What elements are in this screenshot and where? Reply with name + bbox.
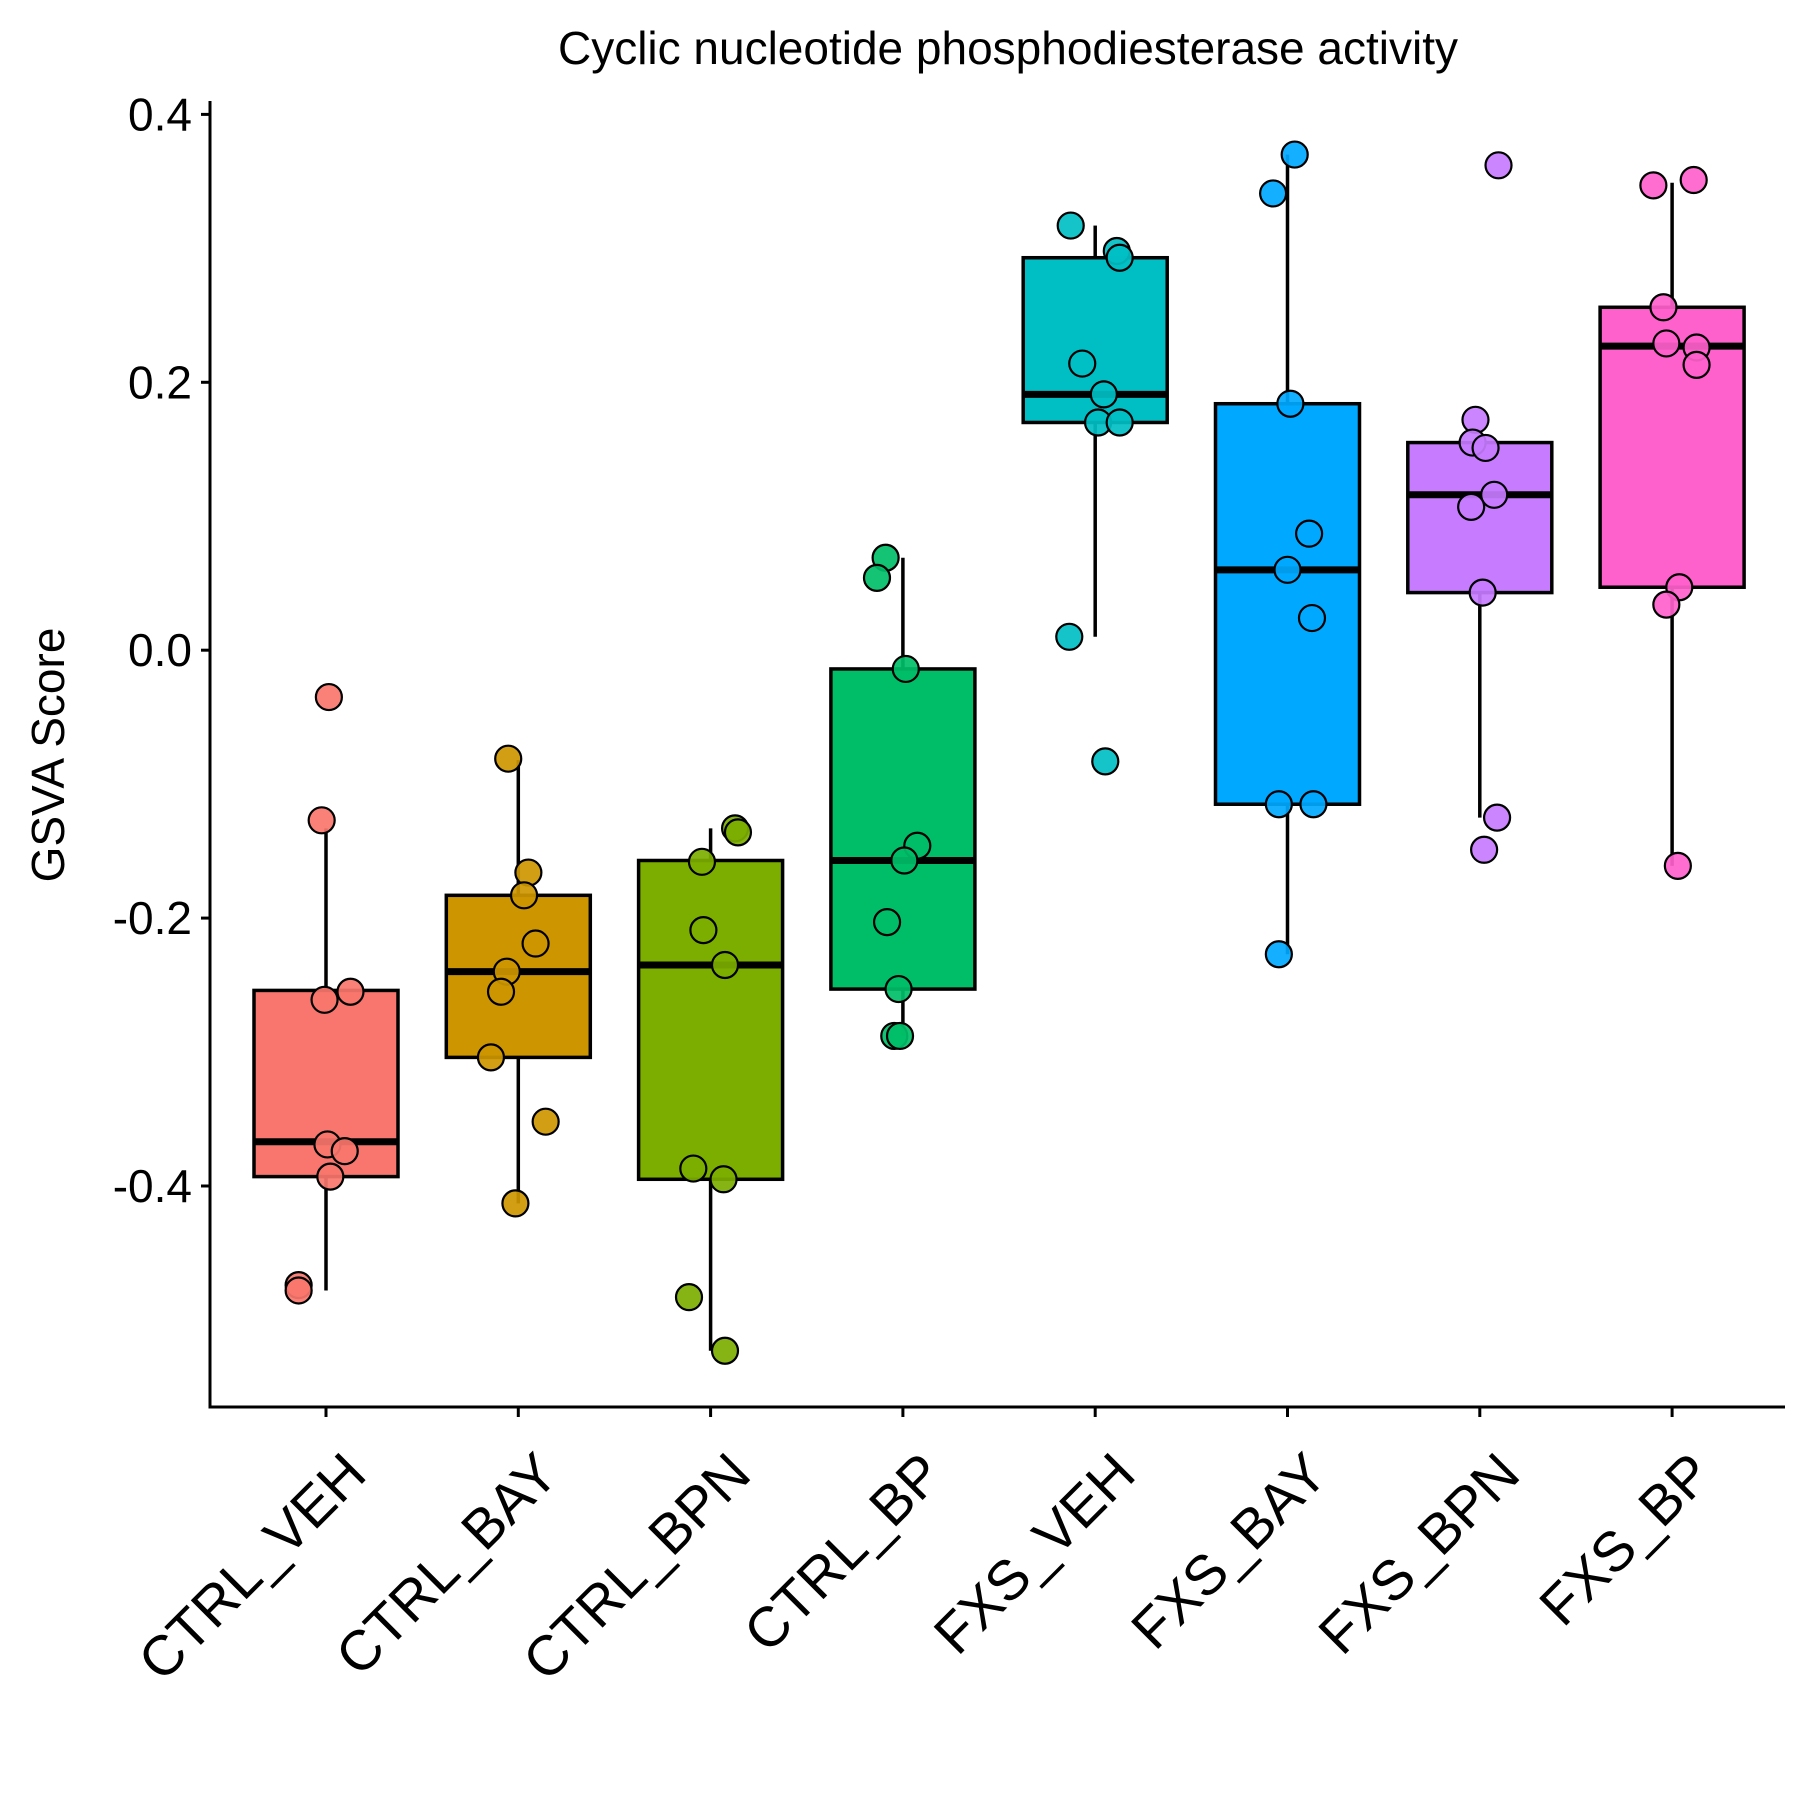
data-point — [862, 563, 892, 592]
data-point — [1663, 851, 1692, 880]
box — [1213, 401, 1362, 806]
data-point — [514, 858, 543, 887]
data-point — [1068, 349, 1097, 378]
data-point — [284, 1276, 313, 1305]
data-point — [1468, 578, 1497, 607]
y-tick-label: 0.2 — [128, 356, 192, 408]
data-point — [476, 1043, 506, 1072]
data-point — [679, 1154, 708, 1183]
data-point — [1264, 940, 1293, 969]
data-point — [307, 806, 336, 835]
data-point — [710, 950, 740, 980]
data-point — [1055, 622, 1084, 651]
x-tick-label: FXS_BPN — [1306, 1441, 1531, 1666]
data-point — [1264, 790, 1293, 819]
points-CTRL_BAY — [476, 744, 560, 1218]
box — [636, 858, 785, 1182]
x-tick-label: FXS_BAY — [1119, 1441, 1339, 1661]
data-point — [687, 847, 717, 876]
box-group-FXS_BP — [1598, 182, 1746, 866]
data-point — [486, 977, 516, 1006]
data-point — [1276, 389, 1305, 418]
points-FXS_VEH — [1055, 211, 1134, 776]
box-group-CTRL_VEH — [252, 828, 400, 1291]
data-point — [1682, 350, 1711, 379]
points-CTRL_BP — [862, 543, 932, 1051]
box-group-CTRL_BP — [829, 557, 977, 1036]
data-point — [314, 682, 343, 712]
points-FXS_BAY — [1258, 140, 1328, 969]
data-point — [316, 1162, 345, 1191]
data-point — [872, 908, 902, 937]
x-tick-label: FXS_BP — [1527, 1441, 1723, 1637]
data-point — [1089, 380, 1118, 409]
data-point — [884, 974, 913, 1004]
plot-area — [252, 140, 1746, 1365]
points-FXS_BP — [1639, 165, 1711, 880]
y-tick-label: -0.2 — [113, 892, 192, 944]
data-point — [689, 916, 718, 945]
data-point — [891, 654, 920, 684]
data-point — [1299, 790, 1328, 819]
data-point — [1679, 165, 1708, 195]
data-point — [885, 1021, 915, 1051]
y-tick-label: -0.4 — [113, 1160, 192, 1212]
data-point — [1294, 519, 1324, 548]
data-point — [501, 1189, 530, 1218]
data-point — [1280, 140, 1309, 169]
data-point — [1297, 603, 1327, 633]
data-point — [674, 1283, 704, 1312]
data-point — [709, 1165, 738, 1194]
x-tick-label: FXS_VEH — [922, 1441, 1147, 1666]
y-tick-label: 0.0 — [128, 624, 192, 676]
chart-title: Cyclic nucleotide phosphodiesterase acti… — [558, 22, 1458, 74]
data-point — [310, 985, 339, 1014]
data-point — [1258, 179, 1288, 208]
data-point — [1105, 243, 1134, 272]
box-group-CTRL_BPN — [636, 828, 785, 1351]
data-point — [1457, 492, 1486, 521]
data-point — [723, 818, 753, 847]
box-group-CTRL_BAY — [444, 760, 593, 1204]
data-point — [1273, 555, 1302, 584]
data-point — [1471, 433, 1500, 463]
box — [829, 667, 977, 991]
y-tick-label: 0.4 — [128, 88, 192, 140]
data-point — [1652, 590, 1681, 619]
data-point — [1480, 480, 1509, 509]
data-point — [1091, 747, 1120, 776]
points-CTRL_BPN — [674, 814, 753, 1365]
data-point — [1105, 408, 1134, 437]
data-point — [531, 1107, 560, 1136]
data-point — [1649, 293, 1678, 322]
data-point — [336, 977, 365, 1006]
points-CTRL_VEH — [284, 682, 365, 1305]
data-point — [1056, 211, 1085, 240]
box-group-FXS_BAY — [1213, 154, 1362, 955]
y-axis-label: GSVA Score — [22, 628, 74, 883]
data-point — [1484, 151, 1513, 180]
data-point — [521, 929, 550, 958]
data-point — [1482, 803, 1512, 832]
data-point — [330, 1137, 359, 1166]
points-FXS_BPN — [1457, 151, 1513, 864]
data-point — [710, 1336, 740, 1365]
data-point — [1470, 835, 1499, 864]
data-point — [494, 744, 523, 773]
x-tick-label: CTRL_BP — [731, 1441, 954, 1664]
data-point — [509, 881, 539, 910]
data-point — [1652, 329, 1681, 358]
data-point — [890, 846, 919, 875]
data-point — [1639, 171, 1668, 200]
